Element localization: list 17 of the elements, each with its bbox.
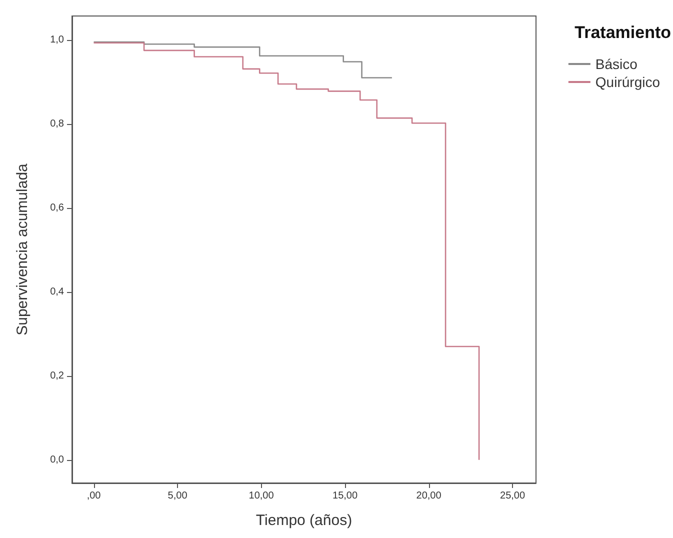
- y-tick-label: 0,6: [50, 202, 64, 214]
- x-tick-label: 5,00: [168, 490, 188, 502]
- y-tick-label: 0,0: [50, 454, 64, 466]
- x-tick-label: 20,00: [416, 490, 442, 502]
- y-tick-label: 0,8: [50, 118, 64, 130]
- x-axis-title: Tiempo (años): [256, 512, 352, 529]
- x-tick-label: 15,00: [332, 490, 358, 502]
- legend-label: Quirúrgico: [595, 74, 660, 90]
- y-tick-label: 1,0: [50, 34, 64, 46]
- y-tick-label: 0,2: [50, 370, 64, 382]
- x-tick-label: 25,00: [500, 490, 526, 502]
- legend-label: Básico: [595, 56, 638, 72]
- legend-title: Tratamiento: [574, 23, 672, 42]
- x-tick-label: ,00: [86, 490, 102, 502]
- y-tick-label: 0,4: [50, 286, 64, 298]
- y-axis-title: Supervivencia acumulada: [14, 162, 31, 336]
- x-tick-label: 10,00: [248, 490, 274, 502]
